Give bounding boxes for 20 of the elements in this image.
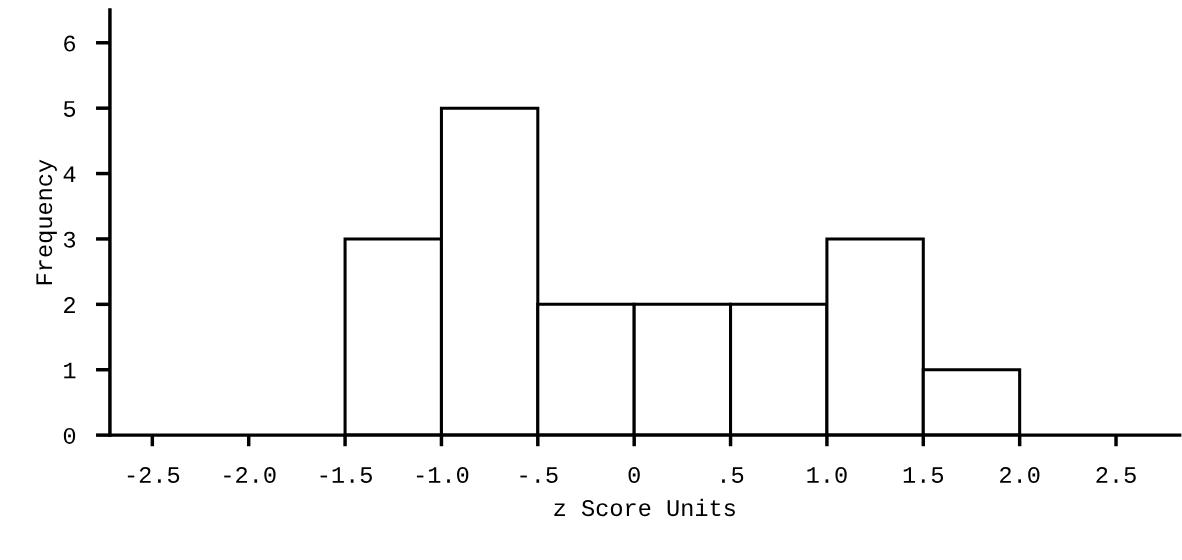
x-axis-title: z Score Units xyxy=(554,498,735,517)
x-tick-label: 1.5 xyxy=(903,467,944,484)
y-tick-label: 4 xyxy=(63,166,76,183)
x-tick-label: 2.5 xyxy=(1096,466,1136,484)
x-tick-label: 2.0 xyxy=(1000,466,1040,484)
y-tick-label: 6 xyxy=(64,35,76,52)
y-tick-label: 1 xyxy=(64,362,76,379)
x-tick-label: -.5 xyxy=(520,467,558,484)
y-tick-label: 2 xyxy=(64,297,75,313)
y-tick-label: 3 xyxy=(63,231,76,248)
x-tick-label: 1.0 xyxy=(807,466,847,484)
y-axis-title: Frequency xyxy=(36,159,57,285)
x-tick-label: 0 xyxy=(628,466,640,484)
x-tick-label: .5 xyxy=(722,467,744,484)
x-tick-label: -2.0 xyxy=(224,466,276,484)
x-tick-label: -2.5 xyxy=(127,466,180,484)
y-tick-label: 5 xyxy=(63,101,76,117)
y-tick-label: 0 xyxy=(63,427,76,444)
x-tick-label: -1.5 xyxy=(320,467,372,484)
x-tick-label: -1.0 xyxy=(416,466,469,484)
